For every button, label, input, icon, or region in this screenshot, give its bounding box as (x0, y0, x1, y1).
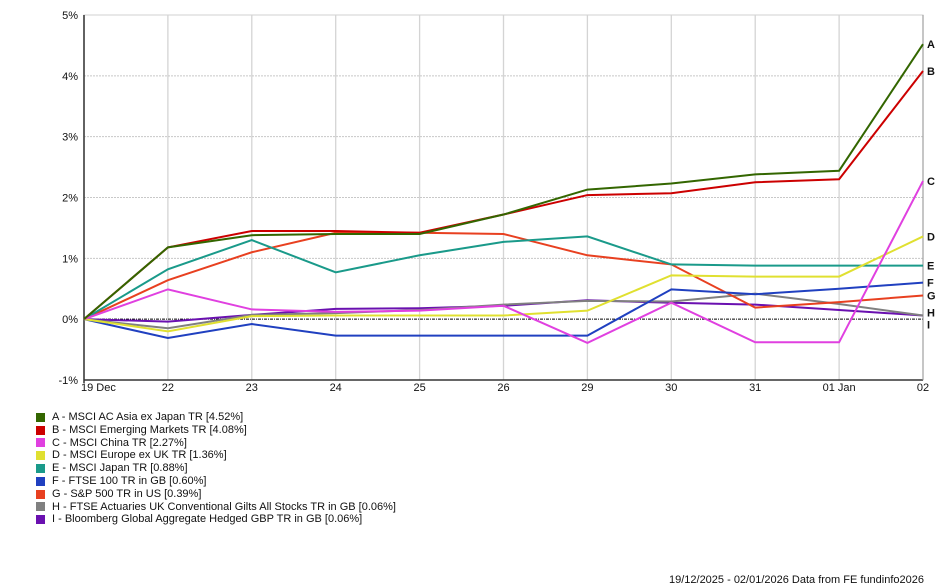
y-tick-label: 4% (62, 71, 78, 83)
x-tick-label: 02 (917, 382, 929, 394)
series-line-g (83, 231, 924, 321)
legend-swatch (36, 464, 45, 474)
legend-label: F - FTSE 100 TR in GB [0.60%] (52, 474, 207, 487)
series-line-c (83, 180, 924, 344)
series-line-h (83, 292, 924, 330)
y-tick-label: 5% (62, 10, 78, 22)
series-end-label-g: G (927, 290, 936, 302)
series-line-a (83, 43, 924, 320)
x-tick-label: 23 (246, 382, 258, 394)
legend-swatch (36, 476, 45, 486)
legend-label: C - MSCI China TR [2.27%] (52, 436, 187, 449)
series-line-e (83, 235, 923, 321)
series-line-d (83, 235, 924, 333)
legend-item: I - Bloomberg Global Aggregate Hedged GB… (36, 513, 396, 526)
legend-item: E - MSCI Japan TR [0.88%] (36, 462, 396, 475)
legend-swatch (36, 489, 45, 499)
x-tick-label: 26 (497, 382, 509, 394)
x-tick-label: 01 Jan (823, 382, 856, 394)
legend-item: F - FTSE 100 TR in GB [0.60%] (36, 475, 396, 488)
y-tick-label: 0% (62, 314, 78, 326)
series-line-f (83, 281, 924, 340)
legend-label: A - MSCI AC Asia ex Japan TR [4.52%] (52, 411, 244, 423)
legend-item: G - S&P 500 TR in US [0.39%] (36, 488, 396, 501)
legend-item: B - MSCI Emerging Markets TR [4.08%] (36, 424, 396, 437)
series-end-label-b: B (927, 66, 935, 78)
series-end-label-e: E (927, 261, 934, 273)
legend-swatch (36, 412, 45, 422)
legend-item: H - FTSE Actuaries UK Conventional Gilts… (36, 501, 396, 514)
x-tick-label: 25 (413, 382, 425, 394)
x-tick-label: 19 Dec (81, 382, 116, 394)
series-end-label-d: D (927, 231, 935, 243)
legend: A - MSCI AC Asia ex Japan TR [4.52%] B - … (36, 411, 396, 526)
footer-source: 19/12/2025 - 02/01/2026 Data from FE fun… (668, 574, 924, 586)
series-end-label-c: C (927, 176, 935, 188)
line-chart: 19 Dec 22 23 24 25 26 29 30 31 01 Jan 02 -1% 0% 1% 2% 3… (58, 10, 936, 394)
x-tick-label: 30 (665, 382, 677, 394)
legend-label: B - MSCI Emerging Markets TR [4.08%] (52, 423, 247, 436)
x-tick-label: 29 (581, 382, 593, 394)
y-tick-label: 3% (62, 132, 78, 144)
legend-label: E - MSCI Japan TR [0.88%] (52, 462, 188, 475)
legend-swatch (36, 438, 45, 448)
legend-label: I - Bloomberg Global Aggregate Hedged GB… (52, 513, 363, 526)
y-tick-label: 1% (62, 253, 78, 265)
y-tick-label: -1% (58, 375, 78, 387)
legend-label: G - S&P 500 TR in US [0.39%] (52, 487, 202, 500)
legend-item: C - MSCI China TR [2.27%] (36, 437, 396, 450)
legend-swatch (36, 515, 45, 525)
x-tick-label: 22 (162, 382, 174, 394)
series-end-label-h: H (927, 308, 935, 320)
legend-label: D - MSCI Europe ex UK TR [1.36%] (52, 449, 227, 462)
legend-item: A - MSCI AC Asia ex Japan TR [4.52%] (36, 411, 396, 424)
x-tick-label: 24 (330, 382, 342, 394)
legend-swatch (36, 451, 45, 461)
y-tick-label: 2% (62, 193, 78, 205)
legend-label: H - FTSE Actuaries UK Conventional Gilts… (52, 500, 396, 513)
series-end-label-i: I (927, 320, 930, 332)
legend-item: D - MSCI Europe ex UK TR [1.36%] (36, 449, 396, 462)
series-end-label-a: A (927, 39, 935, 51)
x-tick-label: 31 (749, 382, 761, 394)
series-end-label-f: F (927, 278, 934, 290)
legend-swatch (36, 502, 45, 512)
legend-swatch (36, 425, 45, 435)
